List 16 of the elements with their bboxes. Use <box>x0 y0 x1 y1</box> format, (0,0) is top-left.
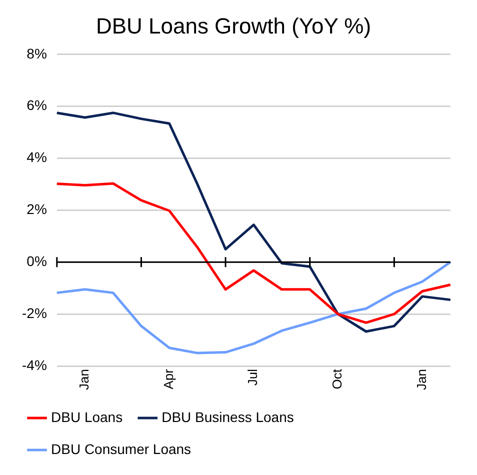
y-tick-label: -2% <box>22 304 47 321</box>
x-tick-label: Apr <box>160 368 176 390</box>
x-tick-label: Jan <box>76 369 92 390</box>
chart-title: DBU Loans Growth (YoY %) <box>96 13 372 38</box>
legend-label: DBU Business Loans <box>162 408 294 425</box>
legend-label: DBU Consumer Loans <box>51 440 192 457</box>
y-tick-label: 2% <box>26 201 47 218</box>
y-tick-label: 6% <box>26 97 47 114</box>
y-tick-label: 4% <box>26 149 47 166</box>
y-tick-label: 8% <box>26 45 47 62</box>
y-tick-label: 0% <box>26 253 47 270</box>
x-tick-label: Jul <box>245 368 260 386</box>
y-tick-label: -4% <box>22 356 47 373</box>
legend-label: DBU Loans <box>51 408 123 425</box>
x-tick-label: Jan <box>414 369 429 390</box>
x-tick-label: Oct <box>330 368 345 390</box>
